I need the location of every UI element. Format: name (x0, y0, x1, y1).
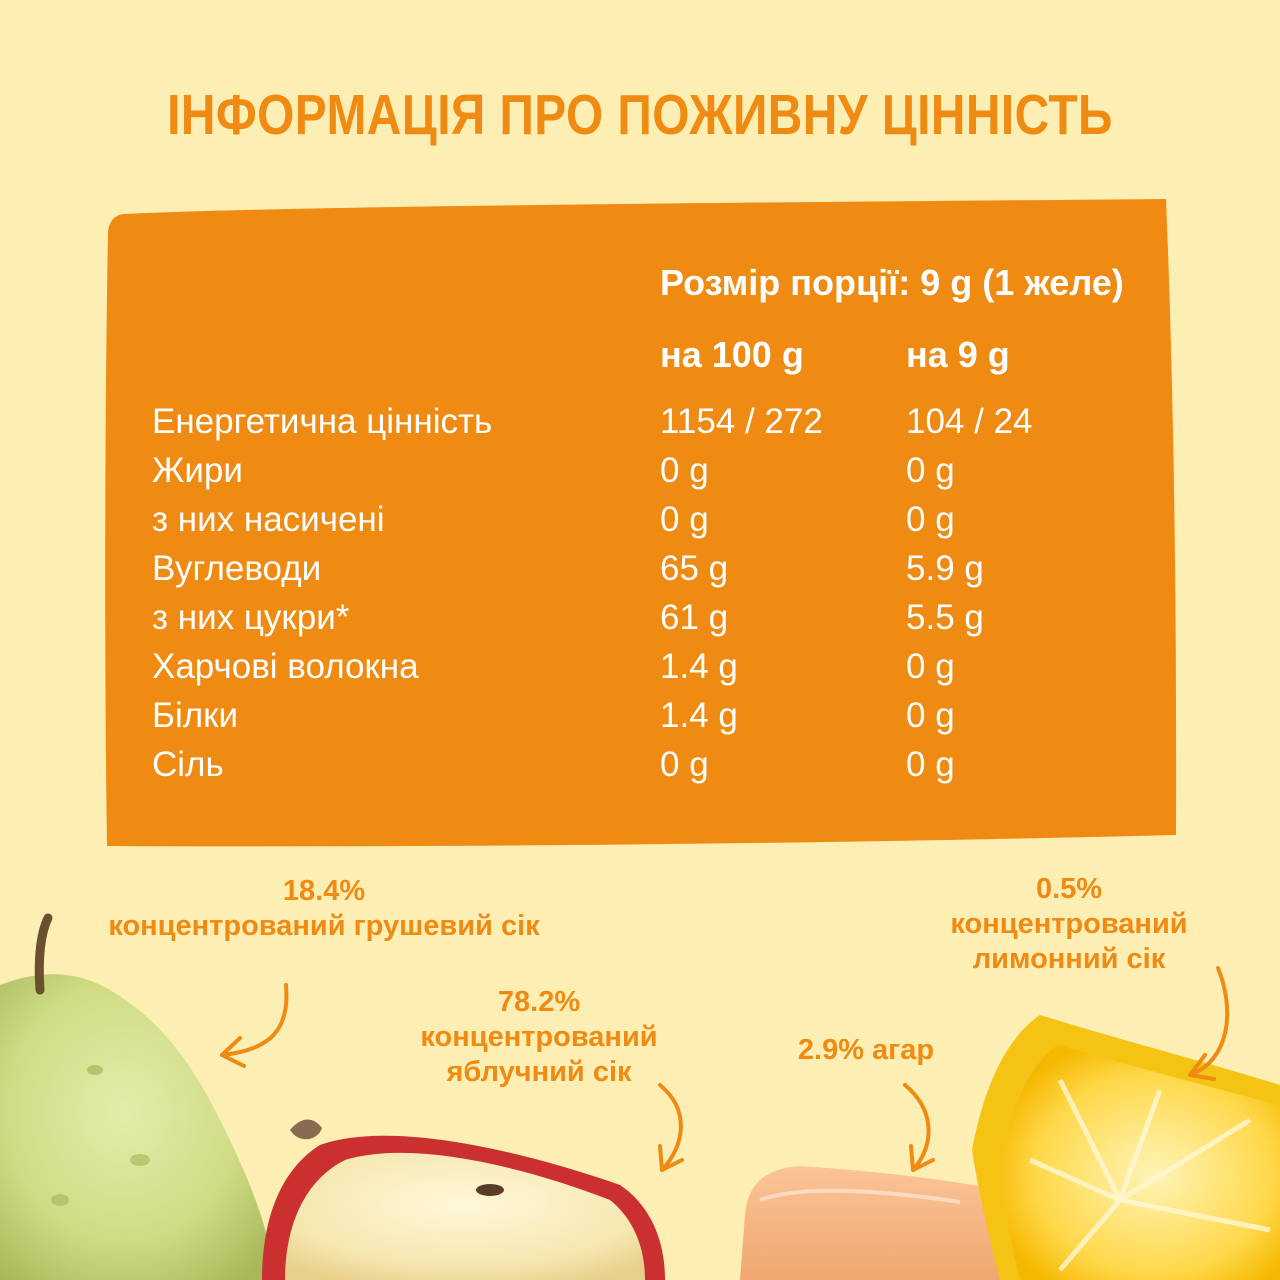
table-row: Харчові волокна 1.4 g 0 g (152, 647, 1152, 696)
pear-juice-percent: 18.4% (282, 875, 366, 907)
value-per-9g: 0 g (906, 500, 955, 539)
table-row: з них насичені 0 g 0 g (152, 500, 1152, 549)
agar-arrow-icon (903, 1083, 935, 1172)
table-row: з них цукри* 61 g 5.5 g (152, 598, 1152, 647)
table-row: Вуглеводи 65 g 5.9 g (152, 549, 1152, 598)
nutrient-name: з них насичені (152, 500, 385, 539)
value-per-100g: 0 g (660, 500, 709, 539)
lemon-juice-name-line1: концентрований (950, 907, 1188, 940)
value-per-9g: 104 / 24 (906, 402, 1033, 441)
apple-juice-label: 78.2% концентрований яблучний сік (404, 985, 674, 1089)
value-per-9g: 0 g (906, 451, 955, 490)
table-row: Сіль 0 g 0 g (152, 745, 1152, 794)
panel-background (105, 199, 1177, 847)
lemon-juice-name-line2: лимонний сік (972, 942, 1166, 975)
value-per-100g: 65 g (660, 549, 729, 588)
value-per-100g: 1154 / 272 (660, 402, 823, 441)
jelly-illustration (740, 1166, 1009, 1280)
table-row: Білки 1.4 g 0 g (152, 696, 1152, 745)
value-per-100g: 0 g (660, 745, 709, 784)
nutrient-name: з них цукри* (152, 598, 350, 637)
agar-text: 2.9% агар (797, 1034, 935, 1066)
nutrient-name: Білки (152, 696, 239, 735)
apple-juice-percent: 78.2% (497, 986, 581, 1018)
lemon-arrow-icon (1188, 966, 1230, 1081)
table-row: Жири 0 g 0 g (152, 451, 1152, 500)
nutrient-name: Енергетична цінність (152, 402, 493, 441)
nutrition-panel: Розмір порції: 9 g (1 желе) на 100 g на … (105, 199, 1177, 847)
value-per-100g: 1.4 g (660, 647, 738, 686)
value-per-9g: 0 g (906, 696, 955, 735)
value-per-100g: 1.4 g (660, 696, 738, 735)
pear-arrow-icon (220, 983, 289, 1068)
pear-juice-name: концентрований грушевий сік (108, 909, 540, 942)
value-per-100g: 61 g (660, 598, 729, 637)
apple-illustration (262, 1119, 665, 1280)
nutrient-name: Вуглеводи (152, 549, 322, 588)
nutrition-table: Розмір порції: 9 g (1 желе) на 100 g на … (152, 262, 1152, 794)
lemon-juice-label: 0.5% концентрований лимонний сік (934, 872, 1204, 976)
serving-size: Розмір порції: 9 g (1 желе) (660, 262, 1124, 303)
nutrient-name: Жири (152, 451, 243, 490)
apple-arrow-icon (658, 1083, 684, 1172)
nutrient-name: Сіль (152, 745, 224, 784)
apple-juice-name-line1: концентрований (420, 1020, 658, 1053)
lemon-juice-percent: 0.5% (1035, 873, 1103, 905)
pear-juice-label: 18.4% концентрований грушевий сік (94, 874, 554, 944)
pear-illustration (0, 913, 275, 1280)
apple-juice-name-line2: яблучний сік (446, 1055, 632, 1088)
lemon-illustration (972, 1015, 1280, 1280)
nutrient-rows: Енергетична цінність 1154 / 272 104 / 24 Ж… (152, 402, 1152, 794)
value-per-9g: 5.5 g (906, 598, 984, 637)
column-header-per-100g: на 100 g (660, 334, 804, 375)
agar-label: 2.9% агар (786, 1033, 946, 1068)
column-header-per-9g: на 9 g (906, 334, 1010, 375)
page-title: ІНФОРМАЦІЯ ПРО ПОЖИВНУ ЦІННІСТЬ (167, 83, 1113, 147)
value-per-9g: 0 g (906, 745, 955, 784)
value-per-100g: 0 g (660, 451, 709, 490)
table-row: Енергетична цінність 1154 / 272 104 / 24 (152, 402, 1152, 451)
value-per-9g: 0 g (906, 647, 955, 686)
value-per-9g: 5.9 g (906, 549, 984, 588)
nutrient-name: Харчові волокна (152, 647, 419, 686)
